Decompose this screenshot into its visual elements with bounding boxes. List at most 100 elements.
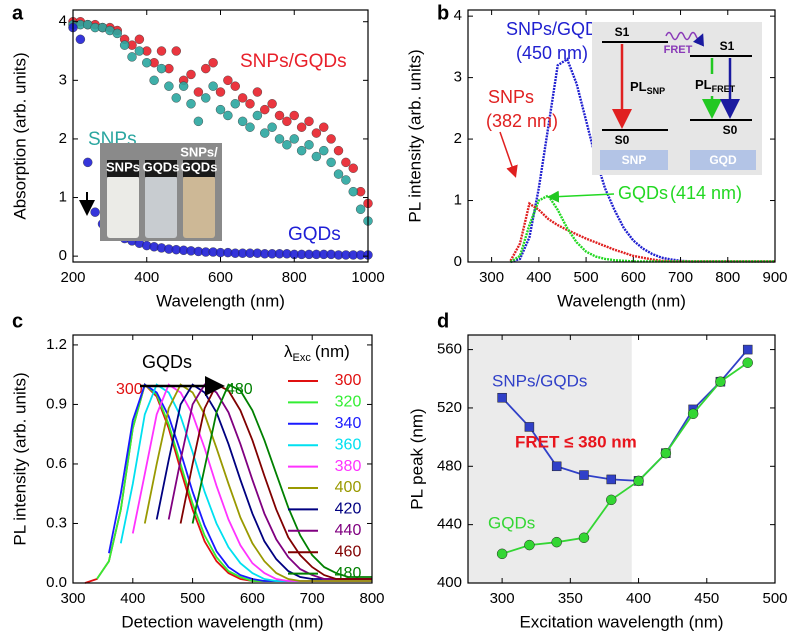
point (208, 81, 218, 91)
process-label: PLFRET (695, 77, 736, 94)
marker (524, 422, 535, 432)
point (260, 128, 270, 138)
series-label: SNPs/GQDs (506, 19, 607, 39)
vial-cap (107, 160, 139, 177)
point (156, 46, 167, 56)
series-label: GQDs (288, 224, 341, 245)
y-tick-label: 0.3 (46, 514, 67, 531)
panel-letter: a (12, 2, 24, 24)
point (274, 134, 285, 144)
legend-title-sub: Exc (293, 352, 312, 364)
marker (606, 474, 617, 485)
x-tick-label: 300 (490, 590, 515, 607)
point (171, 93, 181, 103)
line (509, 194, 775, 264)
point (252, 110, 263, 121)
point (319, 122, 329, 132)
level-label: S1 (720, 39, 735, 53)
x-axis-label: Wavelength (nm) (156, 291, 285, 310)
plot-frame (467, 9, 776, 263)
level-label: S0 (615, 133, 630, 147)
point (267, 122, 277, 132)
x-tick-label: 800 (282, 269, 307, 286)
transfer-wave (665, 31, 704, 47)
point (304, 140, 314, 150)
y-tick-label: 400 (437, 574, 462, 591)
line (191, 383, 372, 578)
marker (579, 470, 589, 480)
y-tick-label: 440 (437, 516, 462, 533)
marker (524, 539, 535, 551)
marker (742, 357, 753, 368)
marker (715, 376, 726, 387)
point (333, 169, 344, 179)
process-label: PLSNP (630, 79, 665, 96)
point (282, 140, 292, 150)
x-axis-label: Detection wavelength (nm) (121, 612, 323, 631)
material-label: SNP (622, 153, 647, 167)
point (201, 93, 211, 103)
x-tick-label: 900 (762, 269, 787, 286)
point (149, 75, 159, 86)
point (142, 58, 152, 68)
x-tick-label: 400 (134, 269, 159, 286)
point (127, 52, 137, 62)
y-tick-label: 1.2 (46, 336, 67, 353)
series-label: SNPs (488, 87, 534, 107)
legend-label: 300 (335, 372, 362, 389)
point (134, 46, 145, 56)
marker (660, 447, 672, 459)
x-tick-label: 800 (359, 590, 384, 607)
point (223, 110, 233, 121)
level-label: S0 (723, 123, 738, 137)
x-tick-label: 500 (762, 590, 787, 607)
point (274, 110, 285, 121)
x-tick-label: 600 (208, 269, 233, 286)
y-tick-label: 480 (437, 457, 462, 474)
point (75, 34, 86, 45)
y-tick-label: 4 (454, 7, 462, 24)
x-tick-label: 500 (180, 590, 205, 607)
vial-cap (145, 160, 177, 177)
y-tick-label: 4 (59, 13, 67, 30)
x-tick-label: 400 (120, 590, 145, 607)
legend-title-symbol: λ (284, 342, 293, 361)
x-tick-label: 700 (300, 590, 325, 607)
y-tick-label: 0.6 (46, 455, 67, 472)
legend-label: 380 (335, 458, 362, 475)
series-label: SNPs/GQDs (240, 51, 347, 72)
y-axis-label: PL intensity (arb. units) (10, 372, 29, 545)
point (186, 69, 196, 80)
line (501, 361, 749, 555)
line (501, 349, 749, 482)
legend-label: 320 (335, 394, 362, 411)
legend-label: 340 (335, 415, 362, 432)
point (237, 93, 248, 103)
x-axis-label: Wavelength (nm) (557, 291, 686, 310)
point (208, 58, 218, 68)
name-box (600, 150, 668, 170)
annotation: GQDs (142, 352, 192, 372)
point (341, 175, 351, 185)
range-label: 300 (116, 381, 143, 398)
point (348, 186, 358, 197)
legend-label: 480 (335, 565, 362, 582)
x-tick-label: 400 (526, 269, 551, 286)
vial-label: SNPs (106, 159, 140, 174)
point (186, 99, 196, 109)
annotation: FRET ≤ 380 nm (515, 432, 637, 451)
series-label: GQDs (618, 183, 668, 203)
legend-label: 360 (335, 436, 362, 453)
x-tick-label: 400 (626, 590, 651, 607)
y-axis-label: PL intensity (arb. units) (405, 49, 424, 222)
point (245, 122, 255, 132)
plot-frame (72, 334, 373, 584)
process-label-sub: FRET (712, 84, 736, 94)
point (260, 104, 270, 115)
panel-letter: b (437, 2, 449, 24)
marker (633, 475, 644, 487)
transfer-label: FRET (664, 44, 693, 56)
y-tick-label: 0.9 (46, 395, 67, 412)
x-tick-label: 700 (668, 269, 693, 286)
level-label: S1 (615, 25, 630, 39)
